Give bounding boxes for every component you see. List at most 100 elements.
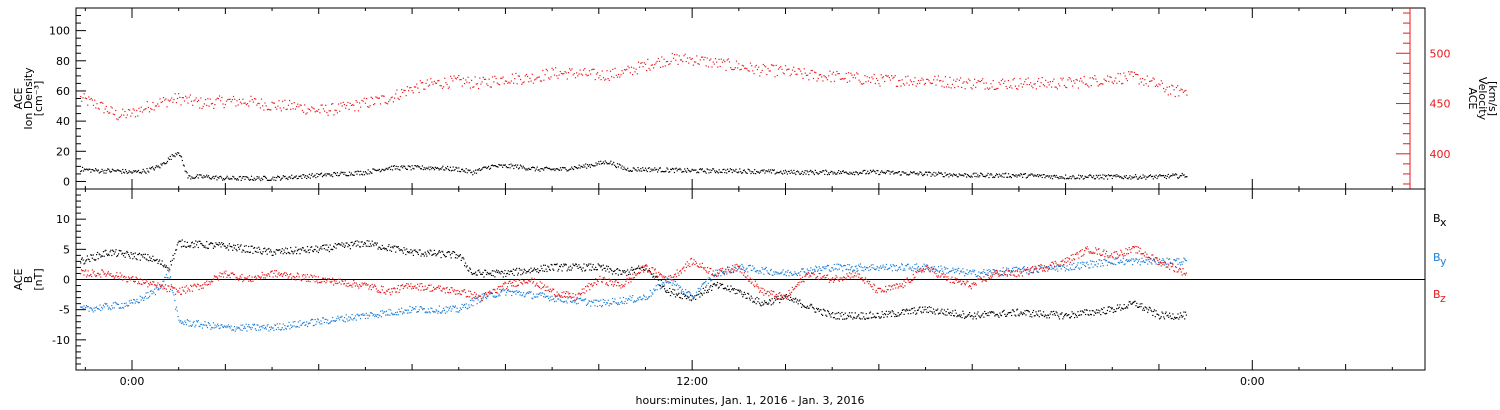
density-point: [620, 167, 622, 169]
velocity-point: [766, 73, 768, 76]
field-by-point: [1132, 258, 1134, 260]
field-by-point: [473, 300, 475, 302]
field-by-point: [312, 318, 314, 321]
field-bx-point: [239, 245, 241, 247]
field-bx-point: [711, 285, 714, 288]
velocity-point: [565, 72, 567, 74]
field-bz-point: [169, 290, 171, 293]
density-point: [860, 172, 862, 174]
density-point: [626, 169, 628, 171]
velocity-point: [660, 66, 662, 68]
velocity-point: [265, 105, 267, 107]
field-bx-point: [964, 316, 966, 318]
field-bx-point: [284, 251, 286, 253]
density-point: [680, 169, 682, 171]
field-by-point: [612, 301, 614, 303]
velocity-point: [257, 102, 259, 104]
field-bx-point: [1017, 314, 1019, 316]
field-by-point: [530, 291, 532, 293]
velocity-point: [356, 101, 358, 103]
field-by-point: [131, 302, 133, 304]
density-point: [362, 174, 364, 176]
density-point: [600, 160, 602, 162]
field-bx-point: [375, 242, 377, 244]
field-bx-point: [1158, 318, 1161, 320]
velocity-point: [794, 70, 796, 72]
density-point: [543, 169, 545, 171]
field-by-point: [575, 303, 577, 305]
field-bx-point: [317, 251, 319, 254]
velocity-point: [162, 97, 165, 99]
density-point: [676, 170, 678, 172]
field-by-point: [910, 268, 912, 270]
density-point: [581, 166, 583, 168]
field-bx-point: [933, 311, 935, 313]
field-bx-point: [851, 312, 853, 314]
field-by-point: [328, 322, 330, 324]
density-point: [334, 171, 336, 174]
field-by-point: [822, 266, 824, 268]
field-by-point: [653, 290, 656, 292]
field-by-point: [642, 298, 644, 300]
field-by-point: [521, 295, 523, 297]
density-point: [213, 177, 215, 180]
density-point: [755, 173, 757, 175]
field-by-point: [1055, 266, 1057, 268]
field-bz-point: [81, 270, 83, 272]
density-point: [335, 174, 338, 176]
density-point: [419, 166, 421, 168]
density-point: [118, 170, 120, 172]
field-by-point: [194, 326, 196, 328]
velocity-point: [188, 96, 190, 98]
velocity-point: [1152, 77, 1154, 79]
field-by-point: [980, 272, 982, 274]
field-by-point: [196, 320, 198, 322]
field-bx-point: [405, 253, 407, 256]
field-by-point: [350, 318, 352, 320]
field-bx-point: [192, 247, 194, 249]
field-bx-point: [641, 266, 643, 268]
field-bz-point: [107, 272, 109, 274]
velocity-point: [951, 83, 953, 85]
field-bx-point: [501, 270, 503, 272]
field-by-point: [1142, 261, 1144, 263]
field-by-point: [576, 296, 578, 298]
field-bx-point: [742, 296, 744, 298]
density-point: [94, 170, 96, 172]
density-point: [585, 163, 587, 165]
field-by-point: [674, 284, 676, 286]
field-bx-point: [100, 256, 102, 258]
velocity-point: [1051, 86, 1053, 88]
field-by-point: [768, 272, 770, 275]
velocity-point: [479, 77, 481, 79]
density-point: [795, 173, 797, 176]
field-by-point: [979, 272, 982, 274]
field-by-point: [512, 291, 514, 293]
field-by-point: [879, 267, 881, 269]
field-bx-point: [806, 305, 808, 307]
density-point: [262, 179, 264, 181]
field-by-point: [994, 270, 996, 272]
field-bx-point: [982, 312, 984, 314]
velocity-point: [606, 70, 608, 72]
field-by-point: [747, 271, 749, 273]
field-by-point: [973, 271, 975, 273]
field-by-point: [1073, 262, 1075, 264]
field-bx-point: [453, 251, 455, 253]
field-by-point: [550, 299, 552, 301]
field-bx-point: [706, 291, 708, 294]
field-by-point: [455, 311, 457, 313]
field-by-point: [143, 299, 145, 301]
field-bx-point: [132, 258, 134, 260]
density-point: [267, 179, 269, 181]
field-by-point: [180, 322, 183, 324]
field-bx-point: [639, 268, 641, 270]
field-bx-point: [137, 254, 139, 256]
field-by-point: [574, 301, 576, 303]
density-point: [474, 172, 476, 174]
field-bx-point: [621, 273, 623, 275]
field-by-point: [252, 323, 254, 325]
density-point: [493, 165, 495, 167]
field-bx-point: [498, 272, 500, 274]
density-point: [786, 173, 788, 175]
